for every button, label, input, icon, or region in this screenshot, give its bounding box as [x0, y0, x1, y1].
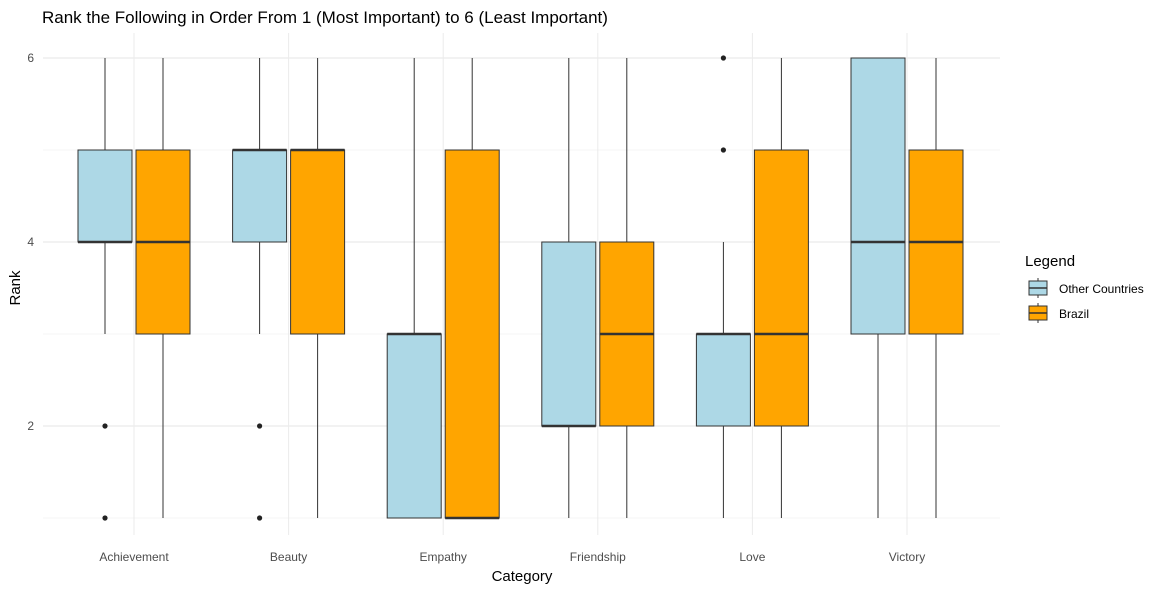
box-iqr	[444, 149, 500, 519]
axes: 2 4 6 Achievement Beauty Empathy Friendship Lov…	[27, 51, 925, 564]
legend-item-other-countries: Other Countries	[1028, 278, 1144, 298]
legend: Legend Other Countries Brazil	[1025, 253, 1144, 323]
box-love-other-countries	[695, 55, 751, 518]
x-tick-label: Victory	[889, 550, 925, 564]
legend-title: Legend	[1025, 253, 1075, 270]
box-iqr	[753, 149, 809, 427]
box-iqr	[386, 333, 442, 519]
outlier-point	[720, 147, 727, 153]
x-tick-label: Beauty	[270, 550, 307, 564]
box-friendship-other-countries	[541, 58, 597, 518]
x-tick-label: Empathy	[420, 550, 467, 564]
plot-marks	[77, 55, 964, 521]
box-victory-other-countries	[850, 57, 906, 518]
box-achievement-other-countries	[77, 58, 133, 521]
outlier-point	[257, 515, 263, 521]
box-beauty-brazil	[290, 58, 346, 518]
outlier-point	[720, 55, 727, 61]
y-axis-title: Rank	[7, 270, 24, 306]
box-victory-brazil	[908, 58, 964, 518]
outlier-point	[102, 423, 108, 429]
box-achievement-brazil	[135, 58, 191, 518]
box-beauty-other-countries	[232, 58, 288, 521]
box-love-brazil	[753, 58, 809, 518]
box-iqr	[77, 149, 133, 243]
legend-label: Other Countries	[1059, 282, 1144, 296]
outlier-point	[102, 515, 108, 521]
legend-label: Brazil	[1059, 307, 1089, 321]
box-iqr	[850, 57, 906, 335]
box-empathy-brazil	[444, 58, 500, 520]
box-iqr	[695, 333, 751, 427]
box-iqr	[232, 149, 288, 243]
x-tick-label: Friendship	[570, 550, 626, 564]
box-iqr	[290, 149, 346, 335]
x-tick-label: Achievement	[99, 550, 169, 564]
x-axis-title: Category	[492, 568, 553, 585]
box-empathy-other-countries	[386, 58, 442, 519]
legend-item-brazil: Brazil	[1028, 303, 1089, 323]
y-tick-label: 2	[27, 419, 34, 433]
y-tick-label: 4	[27, 235, 34, 249]
box-iqr	[541, 241, 597, 427]
y-tick-label: 6	[27, 51, 34, 65]
grid-lines	[43, 33, 1000, 535]
outlier-point	[257, 423, 263, 429]
x-tick-label: Love	[739, 550, 765, 564]
chart-title: Rank the Following in Order From 1 (Most…	[42, 8, 608, 27]
box-friendship-brazil	[599, 58, 655, 518]
